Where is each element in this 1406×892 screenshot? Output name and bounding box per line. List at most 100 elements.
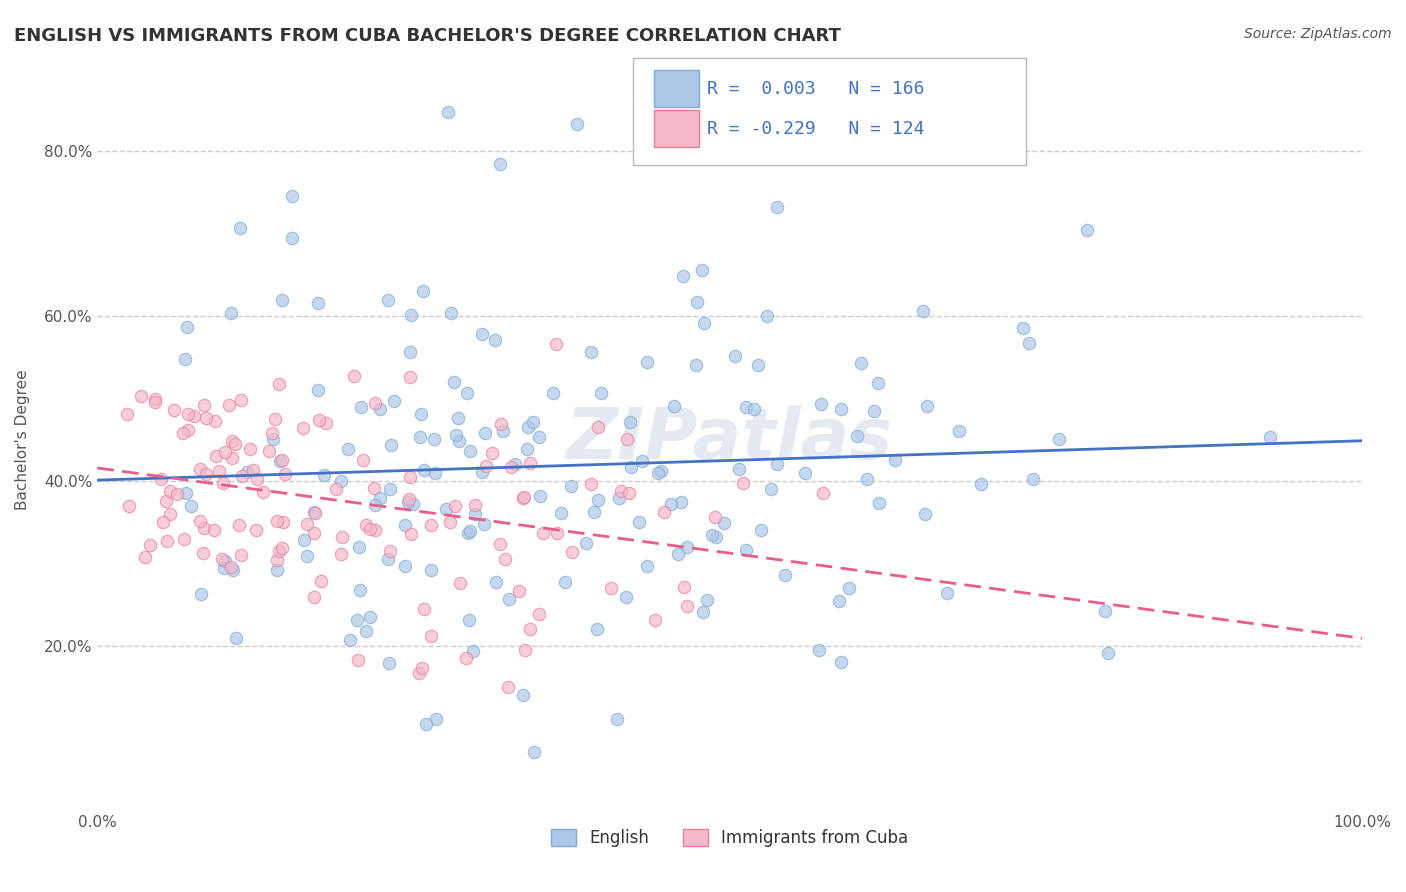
English [297, 549, 319, 564]
English [364, 498, 387, 512]
English [399, 308, 422, 322]
Immigrants from Cuba [343, 369, 366, 384]
Immigrants from Cuba [501, 459, 523, 474]
English [1094, 604, 1116, 618]
English [349, 540, 371, 554]
English [751, 523, 773, 537]
English [269, 453, 291, 467]
English [614, 590, 637, 604]
English [1076, 223, 1098, 237]
Text: R = -0.229   N = 124: R = -0.229 N = 124 [707, 120, 925, 138]
Immigrants from Cuba [134, 550, 156, 565]
English [606, 711, 628, 725]
Immigrants from Cuba [454, 650, 477, 665]
Immigrants from Cuba [204, 414, 226, 428]
English [346, 614, 368, 628]
English [724, 349, 747, 363]
English [443, 376, 465, 390]
English [669, 495, 692, 509]
Immigrants from Cuba [325, 483, 347, 497]
Immigrants from Cuba [364, 523, 387, 537]
Immigrants from Cuba [156, 534, 179, 549]
English [447, 434, 470, 449]
English [869, 496, 891, 510]
English [380, 438, 402, 452]
English [666, 547, 689, 561]
Immigrants from Cuba [811, 485, 834, 500]
English [423, 432, 446, 446]
English [281, 189, 304, 203]
Immigrants from Cuba [172, 425, 194, 440]
English [457, 613, 479, 627]
Immigrants from Cuba [228, 517, 250, 532]
English [503, 457, 526, 471]
Immigrants from Cuba [586, 420, 609, 434]
Immigrants from Cuba [527, 607, 550, 622]
Immigrants from Cuba [193, 398, 215, 412]
English [336, 442, 359, 457]
Immigrants from Cuba [129, 389, 152, 403]
Immigrants from Cuba [252, 484, 274, 499]
Immigrants from Cuba [609, 484, 631, 499]
English [420, 563, 443, 577]
English [696, 593, 718, 607]
Immigrants from Cuba [581, 476, 603, 491]
English [409, 408, 432, 422]
English [969, 111, 991, 125]
English [399, 344, 422, 359]
English [394, 558, 416, 573]
Immigrants from Cuba [364, 396, 387, 410]
Immigrants from Cuba [150, 472, 173, 486]
English [735, 543, 758, 558]
English [659, 497, 682, 511]
English [498, 591, 520, 606]
English [271, 293, 294, 307]
English [541, 385, 564, 400]
Immigrants from Cuba [352, 452, 374, 467]
English [281, 231, 304, 245]
Immigrants from Cuba [443, 499, 465, 513]
English [586, 493, 609, 508]
English [607, 491, 630, 505]
English [359, 609, 381, 624]
English [489, 157, 512, 171]
English [662, 399, 685, 413]
English [484, 333, 506, 347]
Immigrants from Cuba [354, 518, 377, 533]
English [1047, 432, 1070, 446]
Immigrants from Cuba [512, 491, 534, 505]
English [567, 117, 589, 131]
Immigrants from Cuba [411, 661, 433, 675]
English [619, 416, 641, 430]
English [575, 536, 598, 550]
Immigrants from Cuba [494, 552, 516, 566]
English [423, 466, 446, 480]
Text: ENGLISH VS IMMIGRANTS FROM CUBA BACHELOR'S DEGREE CORRELATION CHART: ENGLISH VS IMMIGRANTS FROM CUBA BACHELOR… [14, 27, 841, 45]
Immigrants from Cuba [481, 446, 503, 460]
English [262, 432, 284, 446]
English [686, 295, 709, 310]
Immigrants from Cuba [531, 525, 554, 540]
Immigrants from Cuba [183, 409, 205, 424]
Immigrants from Cuba [221, 451, 243, 466]
Immigrants from Cuba [544, 336, 567, 351]
English [846, 429, 869, 443]
English [458, 444, 481, 458]
Immigrants from Cuba [159, 483, 181, 498]
Immigrants from Cuba [508, 584, 530, 599]
English [793, 467, 815, 481]
English [456, 385, 478, 400]
Immigrants from Cuba [617, 485, 640, 500]
Immigrants from Cuba [302, 591, 325, 605]
English [550, 506, 572, 520]
English [589, 386, 612, 401]
English [464, 508, 486, 522]
English [917, 399, 939, 413]
English [457, 526, 479, 541]
Immigrants from Cuba [118, 499, 141, 513]
English [302, 505, 325, 519]
English [401, 497, 423, 511]
English [396, 495, 419, 509]
English [382, 393, 405, 408]
Immigrants from Cuba [292, 421, 315, 435]
